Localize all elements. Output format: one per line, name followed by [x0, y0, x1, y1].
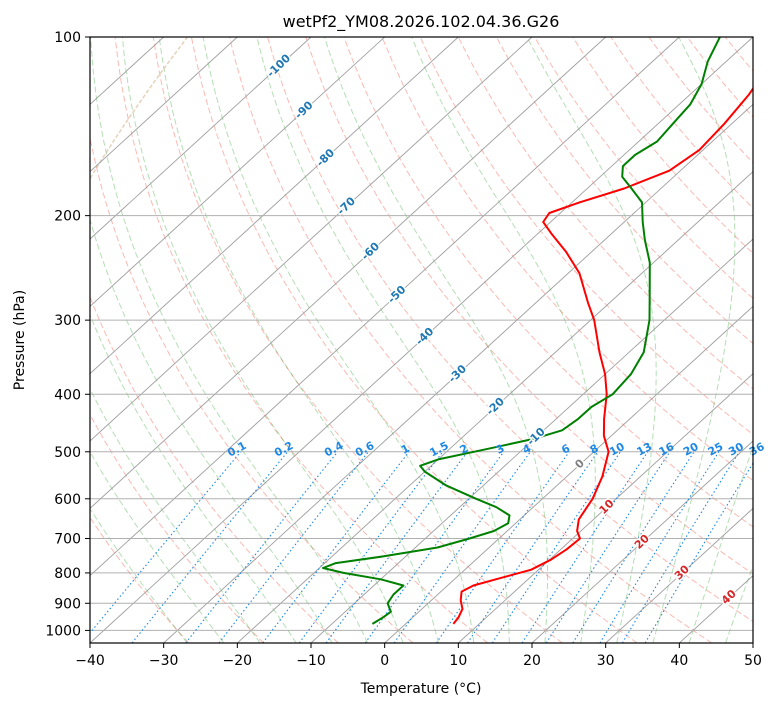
chart-title: wetPf2_YM08.2026.102.04.36.G26 [283, 12, 560, 32]
isotherm-line [458, 373, 753, 643]
isotherm-line [90, 37, 385, 307]
mixing-ratio-line [467, 451, 599, 643]
moist-adiabat-line [158, 37, 439, 643]
mixing-ratio-line [325, 451, 468, 643]
dewpoint-profile-line [322, 37, 721, 625]
moist-adiabat-line [90, 217, 333, 643]
y-tick-label: 100 [54, 30, 81, 46]
mixing-ratio-line [131, 451, 289, 643]
dry-adiabat-line [267, 37, 753, 623]
isotherm-line [237, 171, 753, 643]
moist-adiabat-line [324, 37, 548, 643]
isotherm-line [90, 37, 753, 643]
x-tick-label: 50 [744, 653, 762, 669]
dry-adiabat-line [229, 37, 712, 643]
x-tick-label: −10 [296, 653, 326, 669]
isotherm-line [163, 103, 753, 643]
moist-adiabat-line [90, 37, 369, 643]
grid-layer [90, 37, 753, 643]
isotherm-line [310, 238, 753, 643]
dry-adiabat-line [152, 37, 563, 643]
plot-frame [89, 36, 754, 644]
moist-adiabat-line [202, 37, 475, 643]
moist-adiabat-line [121, 37, 404, 643]
mixing-ratio-line [262, 451, 410, 643]
y-tick-label: 600 [54, 492, 81, 508]
isotherm-line [90, 37, 238, 173]
x-tick-label: −40 [75, 653, 105, 669]
isotherm-line [605, 507, 753, 643]
mixing-ratio-label: 13 [635, 440, 655, 459]
mixing-ratio-label: 20 [681, 440, 701, 459]
mixing-ratio-line [521, 451, 649, 643]
dry-adiabat-line [305, 37, 753, 575]
x-tick-label: 0 [380, 653, 389, 669]
dry-adiabat-line [495, 37, 753, 345]
moist-adiabat-line [411, 37, 596, 643]
dry-adiabat-line [114, 37, 488, 643]
x-tick-label: 30 [597, 653, 615, 669]
isotherm-line [90, 37, 680, 577]
temperature-profile-line [452, 86, 753, 625]
moist-adiabat-line [652, 37, 736, 643]
moist-adiabat-line [90, 387, 261, 643]
y-axis-label: Pressure (hPa) [12, 290, 28, 390]
y-tick-label: 300 [54, 313, 81, 329]
mixing-ratio-line [393, 451, 531, 643]
y-tick-label: 800 [54, 566, 81, 582]
dry-adiabat-line [343, 37, 753, 528]
dry-adiabat-line [190, 37, 638, 643]
dry-adiabat-line [90, 295, 339, 643]
mixing-ratio-line [644, 462, 753, 643]
mixing-ratio-label: 16 [657, 440, 677, 459]
isotherm-line [384, 305, 753, 643]
mixing-ratio-line [545, 451, 671, 643]
dry-adiabat-line [457, 37, 753, 390]
isotherm-line [90, 37, 312, 240]
mixing-ratio-line [90, 451, 242, 634]
x-tick-label: −20 [223, 653, 253, 669]
mixing-ratio-line [185, 451, 339, 643]
mixing-ratio-label: 36 [747, 440, 767, 459]
x-tick-label: 20 [523, 653, 541, 669]
isotherm-line [90, 37, 606, 509]
isotherm-line [531, 440, 753, 643]
x-tick-label: 10 [449, 653, 467, 669]
mixing-ratio-line [621, 451, 740, 643]
mixing-ratio-label: 10 [607, 440, 627, 459]
moist-adiabat-line [688, 444, 753, 643]
y-tick-label: 400 [54, 387, 81, 403]
x-tick-label: −30 [149, 653, 179, 669]
y-tick-label: 900 [54, 596, 81, 612]
mixing-ratio-line [364, 451, 505, 643]
dry-adiabat-line [90, 516, 190, 643]
y-tick-label: 700 [54, 532, 81, 548]
x-axis-label: Temperature (°C) [360, 681, 482, 697]
moist-adiabat-line [90, 313, 297, 643]
axes-layer: −40 −30 −20 −10 0 10 20 30 40 50 100 200 300 400 500 60… [45, 30, 762, 669]
profile-layer [322, 37, 753, 625]
mixing-ratio-line [572, 451, 695, 643]
isotherm-line [90, 37, 459, 375]
mixing-ratio-line [298, 451, 444, 643]
mixing-ratio-line [491, 451, 621, 643]
y-tick-label: 500 [54, 445, 81, 461]
x-tick-label: 40 [670, 653, 688, 669]
dry-adiabat-line [90, 413, 264, 643]
y-tick-label: 200 [54, 209, 81, 225]
mixing-ratio-line [435, 451, 570, 643]
mixing-ratio-label: 30 [726, 440, 746, 459]
y-tick-label: 1000 [45, 623, 81, 639]
moist-adiabat-line [90, 450, 225, 643]
moist-adiabat-line [256, 37, 510, 643]
isotherm-line [90, 37, 533, 442]
mixing-ratio-label: 25 [706, 440, 726, 459]
